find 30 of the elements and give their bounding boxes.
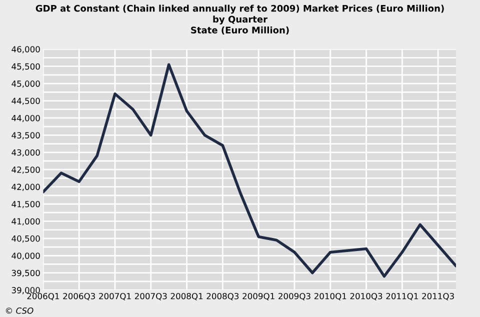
- y-tick-label: 39,500: [12, 270, 40, 277]
- y-tick-label: 44,500: [12, 98, 40, 105]
- x-tick-label: 2010Q1: [314, 292, 346, 300]
- y-tick-label: 46,000: [12, 46, 40, 54]
- y-tick-label: 42,500: [12, 166, 40, 174]
- y-tick-label: 45,000: [12, 80, 40, 88]
- x-tick-label: 2008Q1: [170, 292, 203, 300]
- chart-title: GDP at Constant (Chain linked annually ref to 2009) Market Prices (Euro Million) by Quarter State (Euro Million): [36, 4, 444, 35]
- x-tick-label: 2006Q1: [27, 292, 59, 300]
- x-tick-label: 2007Q3: [134, 292, 167, 300]
- y-tick-label: 44,000: [12, 114, 40, 122]
- x-tick-label: 2011Q1: [386, 292, 418, 300]
- y-tick-label: 45,500: [12, 63, 40, 70]
- text: © CSO: [6, 307, 34, 314]
- y-tick-label: 43,500: [12, 132, 40, 140]
- y-tick-label: 42,000: [12, 184, 40, 191]
- line-series: [43, 63, 456, 278]
- y-tick-label: 43,000: [12, 149, 40, 157]
- x-tick-label: 2008Q3: [206, 292, 239, 300]
- y-tick-label: 40,500: [12, 235, 40, 243]
- x-tick-label: 2006Q3: [63, 292, 95, 300]
- y-tick-label: 41,500: [12, 200, 40, 208]
- x-tick-label: 2010Q3: [350, 292, 382, 300]
- y-tick-label: 41,000: [12, 218, 40, 226]
- y-tick-label: 40,000: [12, 252, 40, 260]
- x-tick-label: 2011Q3: [422, 292, 454, 300]
- x-tick-label: 2009Q3: [278, 292, 310, 300]
- x-tick-label: 2007Q1: [99, 292, 131, 300]
- y-tick-label: 39,000: [12, 287, 40, 294]
- x-tick-label: 2009Q1: [242, 292, 274, 300]
